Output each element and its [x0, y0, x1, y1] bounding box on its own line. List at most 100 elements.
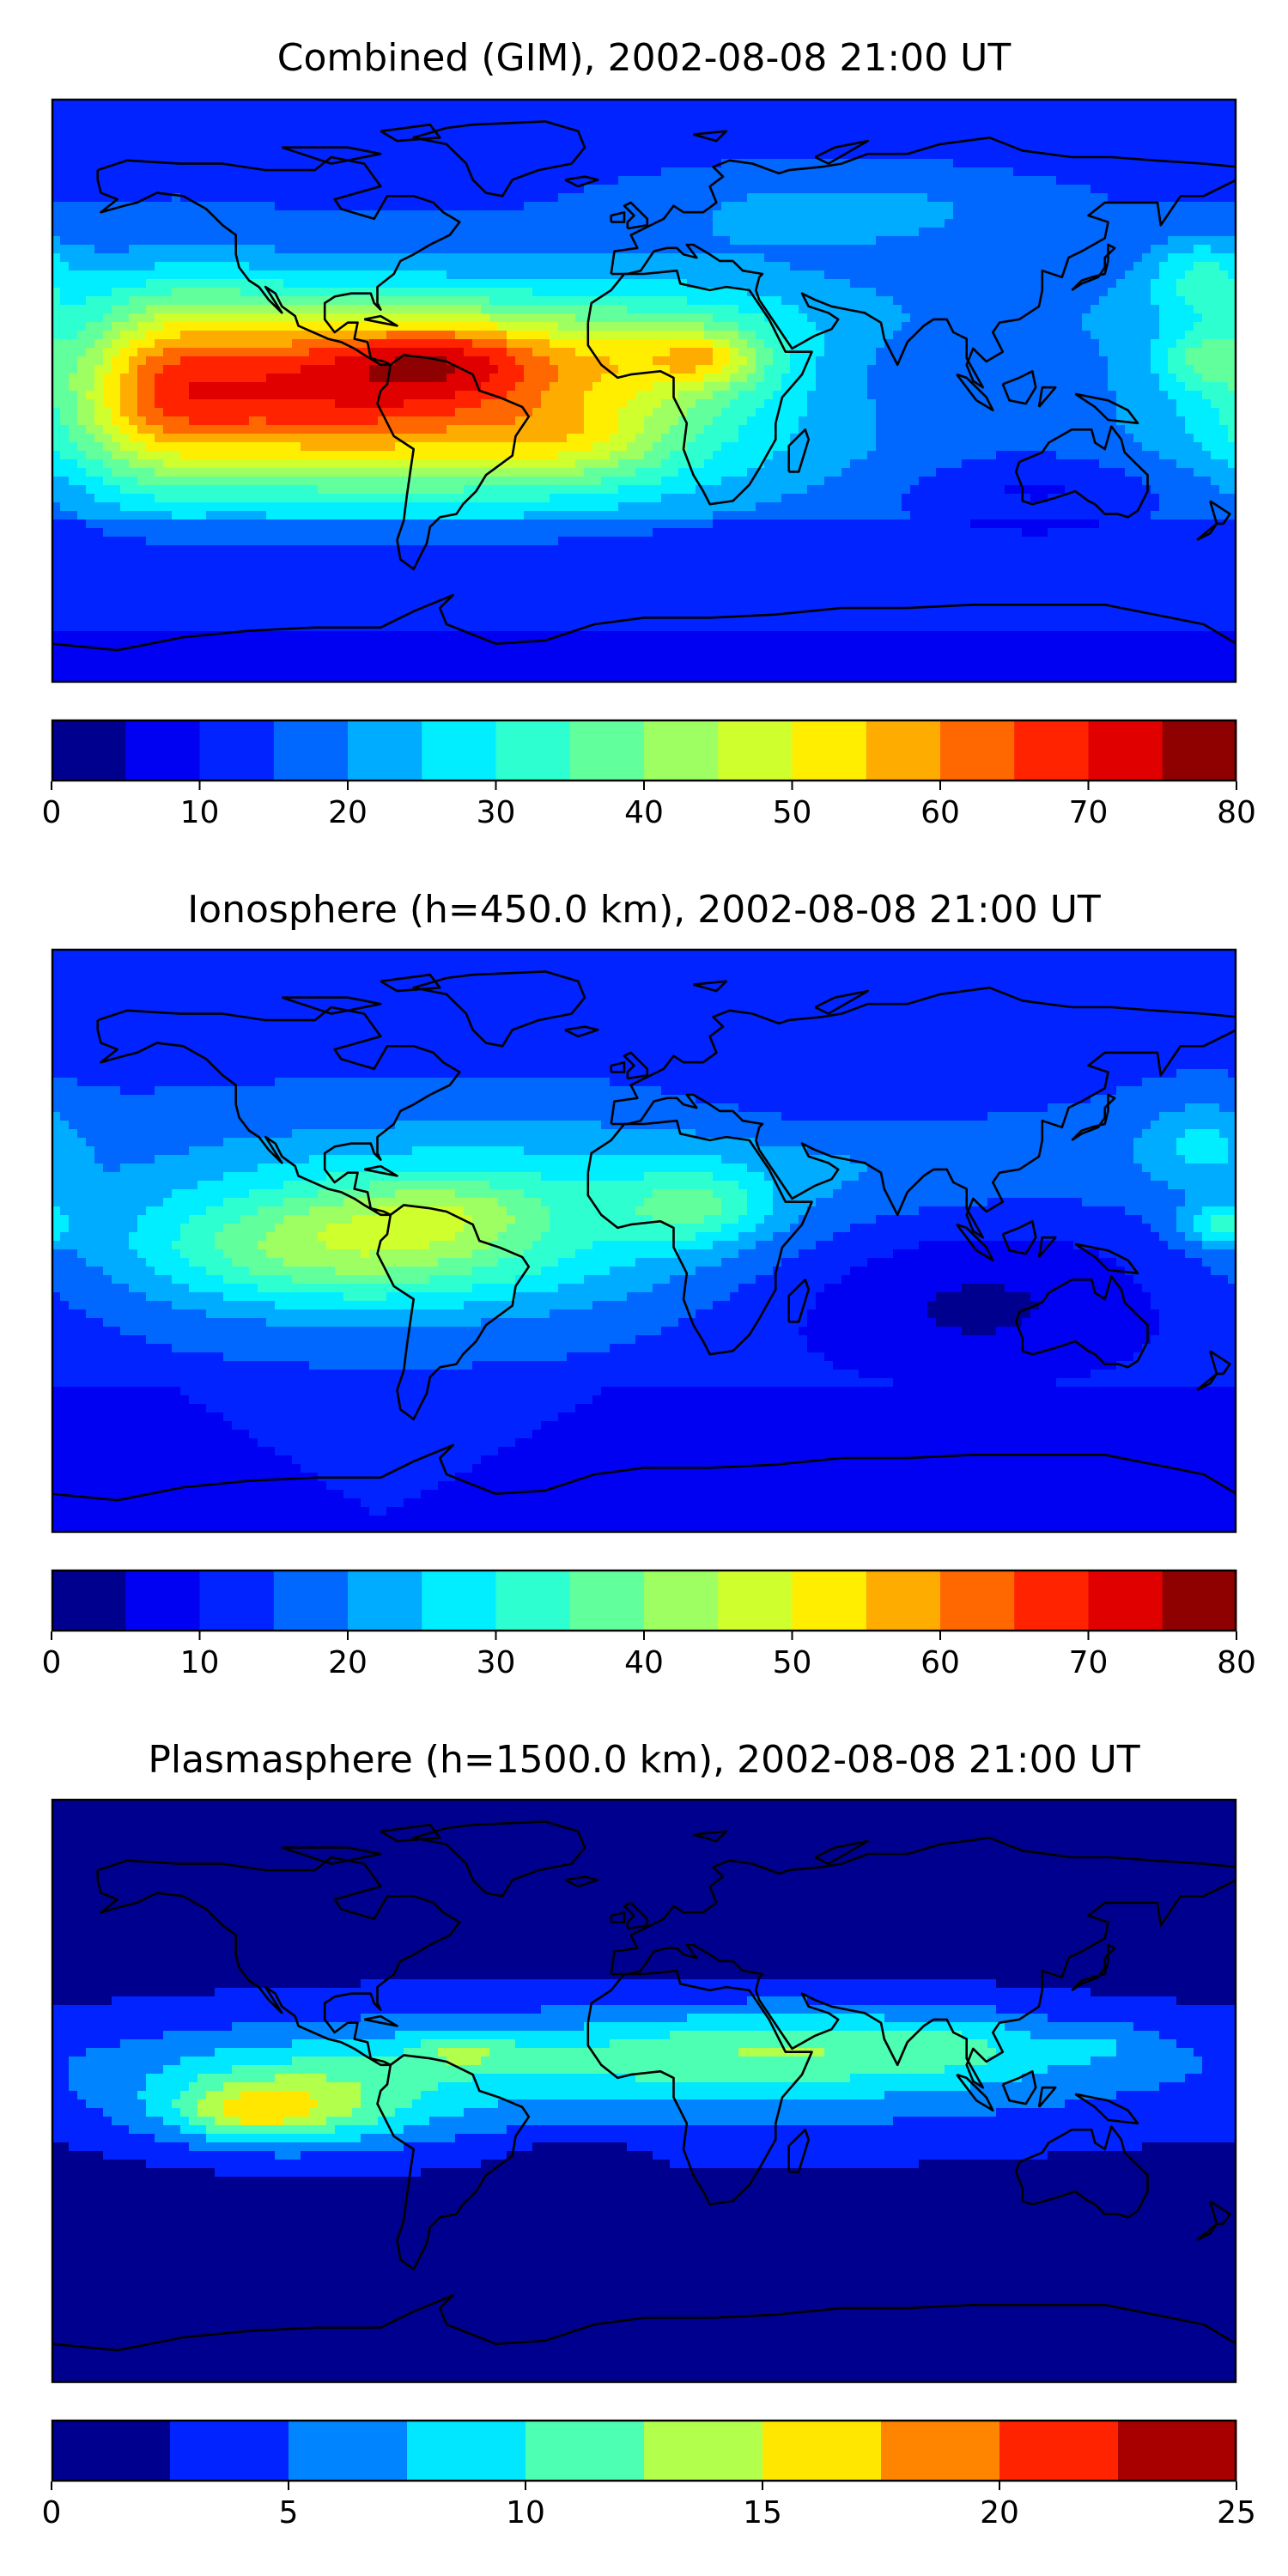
coastline: [787, 428, 811, 473]
colorbar-segment: [644, 2420, 763, 2482]
coastline: [693, 130, 728, 143]
colorbar-segment: [199, 720, 275, 781]
colorbar-segment: [644, 720, 719, 781]
colorbar-tick-label: 0: [42, 2495, 62, 2530]
coastline: [1001, 2069, 1037, 2105]
colorbar-segment: [792, 720, 867, 781]
coastline: [52, 1443, 1236, 1502]
colorbar-segment: [199, 1570, 275, 1631]
coastline: [610, 986, 1236, 1239]
colorbar-segment: [273, 1570, 349, 1631]
colorbar-segment: [125, 1570, 200, 1631]
coastline: [376, 1204, 531, 1421]
colorbar-segment: [999, 2420, 1119, 2482]
colorbar-tick-label: 15: [743, 2495, 782, 2530]
colorbar-tick-label: 80: [1217, 1645, 1256, 1680]
coastline: [380, 1823, 441, 1843]
colorbar-segment: [569, 720, 645, 781]
colorbar-tick-label: 40: [624, 795, 664, 830]
map-plasmasphere: [51, 1798, 1237, 2384]
coastline: [1196, 1372, 1218, 1391]
coastline: [787, 2128, 811, 2173]
colorbar-segment: [718, 1570, 793, 1631]
coastline: [1001, 369, 1037, 405]
coastline: [376, 354, 531, 571]
colorbar-tick-label: 30: [477, 1645, 516, 1680]
colorbar-plasmasphere: 0 5 10 15 20 25: [42, 2419, 1256, 2530]
coastline: [96, 1856, 461, 2067]
coastline: [564, 1875, 599, 1888]
colorbar-segment: [495, 1570, 571, 1631]
coastline: [1001, 1219, 1037, 1255]
coastline: [1037, 1236, 1057, 1258]
coastline: [1209, 1350, 1231, 1376]
colorbar-segment: [125, 720, 200, 781]
colorbar-segment: [569, 1570, 645, 1631]
colorbar-segment: [289, 2420, 408, 2482]
colorbar-tick-label: 20: [328, 1645, 368, 1680]
colorbar-tick-label: 60: [920, 795, 960, 830]
coastline: [610, 136, 1236, 389]
coastline: [1196, 2222, 1218, 2241]
colorbar-tick-label: 5: [279, 2495, 299, 2530]
coastline: [693, 980, 728, 993]
colorbar-segment: [52, 1570, 126, 1631]
colorbar-segment: [422, 720, 496, 781]
coastline: [363, 314, 398, 327]
coastline: [610, 1060, 626, 1073]
colorbar-tick-label: 50: [773, 795, 812, 830]
coastline: [564, 175, 599, 188]
map-frame: [51, 948, 1237, 1534]
colorbar-segment: [762, 2420, 882, 2482]
colorbar-segment: [1014, 1570, 1089, 1631]
colorbar-segment: [1014, 720, 1089, 781]
coastline: [1037, 2086, 1057, 2108]
coastline: [363, 1164, 398, 1177]
panel-title-combined: Combined (GIM), 2002-08-08 21:00 UT: [0, 36, 1288, 81]
colorbar-segment: [273, 720, 349, 781]
colorbar-tick-label: 70: [1069, 1645, 1109, 1680]
tec-field: [52, 99, 1236, 683]
coastline: [623, 1901, 649, 1930]
colorbar-tick-label: 70: [1069, 795, 1109, 830]
colorbar-segment: [170, 2420, 289, 2482]
coastline: [1071, 1943, 1116, 1991]
coastline: [1209, 500, 1231, 526]
coastline: [1074, 2093, 1139, 2125]
colorbar-tick-label: 0: [42, 1645, 62, 1680]
colorbar-segment: [1088, 720, 1163, 781]
coastline: [610, 1911, 626, 1923]
coastline: [363, 2014, 398, 2027]
coastlines: [52, 970, 1236, 1502]
coastline: [1014, 2125, 1149, 2219]
tec-field: [52, 949, 1236, 1533]
colorbar-tick-label: 0: [42, 795, 62, 830]
colorbar-segment: [1118, 2420, 1237, 2482]
coastline: [1014, 1275, 1149, 1369]
map-frame: [51, 98, 1237, 683]
colorbar-segment: [52, 720, 126, 781]
coastlines: [52, 120, 1236, 652]
colorbar-segment: [1162, 720, 1237, 781]
colorbar-segment: [866, 1570, 941, 1631]
colorbar-tick-label: 20: [328, 795, 368, 830]
coastline: [586, 1969, 813, 2206]
coastline: [1071, 243, 1116, 291]
map-frame: [51, 1798, 1237, 2384]
coastline: [956, 1223, 994, 1262]
colorbar-tick-label: 40: [624, 1645, 664, 1680]
coastline: [693, 1830, 728, 1843]
colorbar-tick-label: 60: [920, 1645, 960, 1680]
coastline: [376, 2054, 531, 2271]
coastline: [1074, 392, 1139, 425]
coastline: [610, 1836, 1236, 2089]
colorbar-segment: [940, 720, 1015, 781]
coastline: [281, 996, 382, 1015]
colorbar-tick-label: 25: [1217, 2495, 1256, 2530]
colorbar-segment: [718, 720, 793, 781]
colorbar-segment: [526, 2420, 645, 2482]
colorbar-segment: [644, 1570, 719, 1631]
map-combined: [51, 98, 1237, 683]
coastline: [586, 1119, 813, 1356]
coastline: [956, 2073, 994, 2112]
